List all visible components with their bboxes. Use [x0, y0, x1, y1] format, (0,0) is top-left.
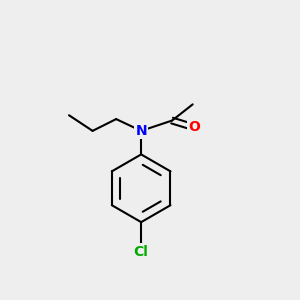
Text: O: O [188, 120, 200, 134]
Text: Cl: Cl [134, 244, 148, 259]
Text: N: N [135, 124, 147, 138]
